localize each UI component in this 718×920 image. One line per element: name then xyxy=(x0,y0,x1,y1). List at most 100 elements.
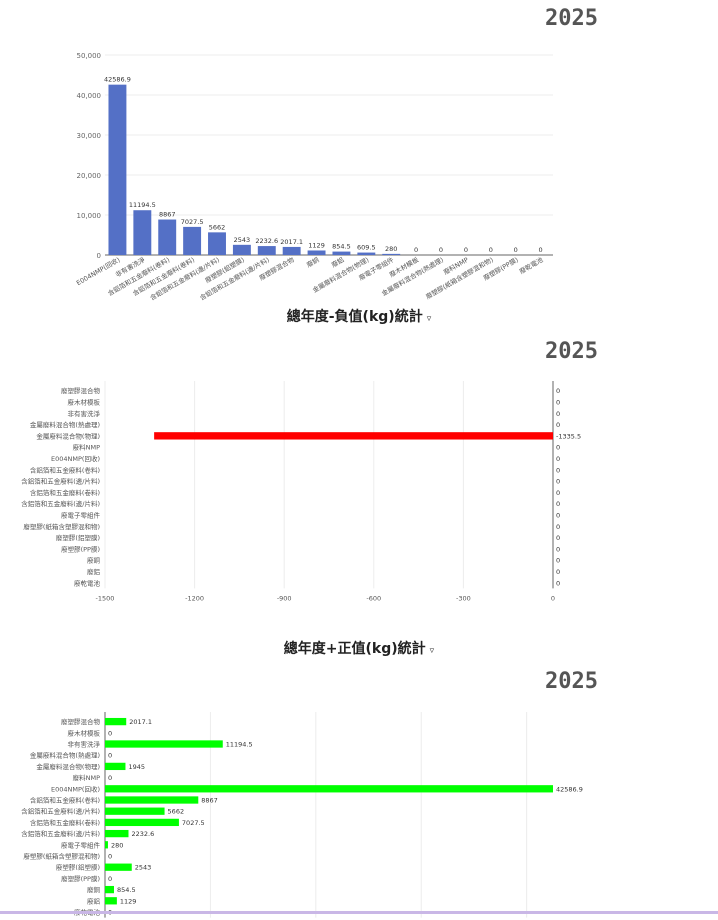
chart-2-year: 2025 xyxy=(545,339,598,364)
x-tick-label: 0 xyxy=(551,594,555,602)
chart-3-year: 2025 xyxy=(545,669,598,694)
bar-value-label: 1129 xyxy=(308,241,325,249)
bar-value-label: 0 xyxy=(556,398,560,406)
x-tick-label: -1200 xyxy=(185,594,204,602)
y-tick-label: 廢木材模板 xyxy=(68,728,101,737)
bar-value-label: 0 xyxy=(514,246,518,254)
y-tick-label: 廢塑膠(紙箱含塑膠混和物) xyxy=(23,522,100,531)
bar-value-label: 2017.1 xyxy=(280,238,303,246)
y-tick-label: 含鋁箔和五金廢料(卷料) xyxy=(30,818,100,827)
y-tick-label: 廢乾電池 xyxy=(74,578,101,587)
bar xyxy=(105,785,553,793)
y-tick-label: 廢鋁 xyxy=(87,567,101,576)
bar xyxy=(282,246,301,255)
bar-value-label: 0 xyxy=(556,455,560,463)
y-tick-label: 廢銅 xyxy=(87,556,101,565)
bar xyxy=(105,841,108,849)
bar-value-label: 280 xyxy=(111,841,123,849)
y-tick-label: 廢電子零組件 xyxy=(61,510,101,519)
y-tick-label: E004NMP(回收) xyxy=(51,784,100,793)
bar-value-label: 2232.6 xyxy=(131,830,154,838)
bar-value-label: 0 xyxy=(556,466,560,474)
bar-value-label: 11194.5 xyxy=(129,201,156,209)
bar-value-label: 0 xyxy=(108,752,112,760)
y-tick-label: 廢料NMP xyxy=(73,443,100,452)
y-tick-label: 含鋁箔和五金廢料(邊/片料) xyxy=(21,477,100,486)
bar-value-label: 854.5 xyxy=(332,243,351,251)
bar-value-label: 609.5 xyxy=(357,244,376,252)
chart-1-year: 2025 xyxy=(545,6,598,31)
bar-value-label: 1945 xyxy=(128,763,145,771)
y-tick-label: 50,000 xyxy=(77,52,102,60)
y-tick-label: 含鋁箔和五金廢料(邊/片料) xyxy=(21,499,100,508)
y-tick-label: 含鋁箔和五金廢料(邊/片料) xyxy=(21,829,100,838)
bar-value-label: 0 xyxy=(556,444,560,452)
x-tick-label: -1500 xyxy=(96,594,115,602)
y-tick-label: 10,000 xyxy=(77,212,102,220)
y-tick-label: 含鋁箔和五金廢料(卷料) xyxy=(30,488,100,497)
page-bottom-border xyxy=(0,911,718,914)
bar-value-label: 2232.6 xyxy=(255,237,278,245)
bar xyxy=(133,210,152,255)
y-tick-label: 含鋁箔和五金廢料(邊/片料) xyxy=(21,807,100,816)
bar-value-label: 2543 xyxy=(234,236,251,244)
y-tick-label: 非有害洗淨 xyxy=(68,409,101,418)
bar-value-label: 0 xyxy=(556,523,560,531)
bar xyxy=(154,432,553,440)
x-tick-label: 廢鋁 xyxy=(330,255,346,270)
bar xyxy=(307,250,326,255)
positive-stats-title-text: 總年度+正值(kg)統計 xyxy=(283,641,426,657)
bar xyxy=(105,885,114,894)
bar xyxy=(105,807,165,815)
bar-value-label: 8867 xyxy=(159,211,176,219)
bar xyxy=(108,84,127,255)
y-tick-label: 金屬廢料混合物(物理) xyxy=(36,762,100,771)
chevron-down-icon[interactable]: ▿ xyxy=(426,314,432,324)
y-tick-label: 20,000 xyxy=(77,172,102,180)
y-tick-label: 非有害洗淨 xyxy=(68,740,101,749)
x-tick-label: 廢乾電池 xyxy=(518,255,545,276)
positive-bar-chart: 廢塑膠混合物 2017.1 廢木材模板 0 非有害洗淨 11194.5 金屬廢料混合物(熱處… xyxy=(21,712,583,918)
y-tick-label: 金屬廢料混合物(熱處理) xyxy=(30,420,100,429)
y-tick-label: 0 xyxy=(97,252,101,260)
y-tick-label: 廢塑膠(鋁塑膜) xyxy=(56,863,100,872)
bar-value-label: -1335.5 xyxy=(556,432,581,440)
y-tick-label: 廢料NMP xyxy=(73,773,100,782)
y-tick-label: 廢銅 xyxy=(87,885,101,894)
y-tick-label: 金屬廢料混合物(熱處理) xyxy=(30,751,100,760)
y-tick-label: 廢塑膠(PP膜) xyxy=(61,544,100,553)
bar-value-label: 0 xyxy=(556,568,560,576)
positive-stats-title: 總年度+正值(kg)統計 ▿ xyxy=(0,638,718,658)
negative-stats-title: 總年度-負值(kg)統計 ▿ xyxy=(0,306,718,326)
bar xyxy=(332,251,351,255)
bar-value-label: 7027.5 xyxy=(182,819,205,827)
bar-value-label: 0 xyxy=(414,246,418,254)
bar-value-label: 0 xyxy=(556,421,560,429)
bar-value-label: 5662 xyxy=(209,223,226,231)
bar-value-label: 0 xyxy=(556,545,560,553)
bar-value-label: 0 xyxy=(108,875,112,883)
bar xyxy=(105,863,132,871)
bar-value-label: 42586.9 xyxy=(556,785,583,793)
bar xyxy=(105,762,126,771)
y-tick-label: 含鋁箔和五金廢料(卷料) xyxy=(30,465,100,474)
bar-value-label: 0 xyxy=(108,774,112,782)
bar-value-label: 0 xyxy=(464,246,468,254)
y-tick-label: 廢木材模板 xyxy=(68,397,101,406)
bar xyxy=(158,219,177,255)
bar xyxy=(208,232,226,255)
bar xyxy=(105,796,199,804)
negative-bar-chart: 廢塑膠混合物 0 廢木材模板 0 非有害洗淨 0 金屬廢料混合物(熱處理) 0 金屬廢料混合物(… xyxy=(21,381,581,602)
y-tick-label: 廢塑膠混合物 xyxy=(61,717,101,726)
bar xyxy=(105,717,127,726)
bar-value-label: 2017.1 xyxy=(129,718,152,726)
bar-value-label: 0 xyxy=(538,246,542,254)
bar-value-label: 0 xyxy=(556,579,560,587)
bar-value-label: 0 xyxy=(489,246,493,254)
bar-value-label: 0 xyxy=(556,387,560,395)
bar-value-label: 0 xyxy=(108,729,112,737)
y-tick-label: 廢塑膠混合物 xyxy=(61,386,101,395)
chevron-down-icon[interactable]: ▿ xyxy=(429,646,435,656)
bar-value-label: 0 xyxy=(108,853,112,861)
vertical-bar-chart: 010,00020,00030,00040,00050,00042586.9E0… xyxy=(75,52,553,302)
